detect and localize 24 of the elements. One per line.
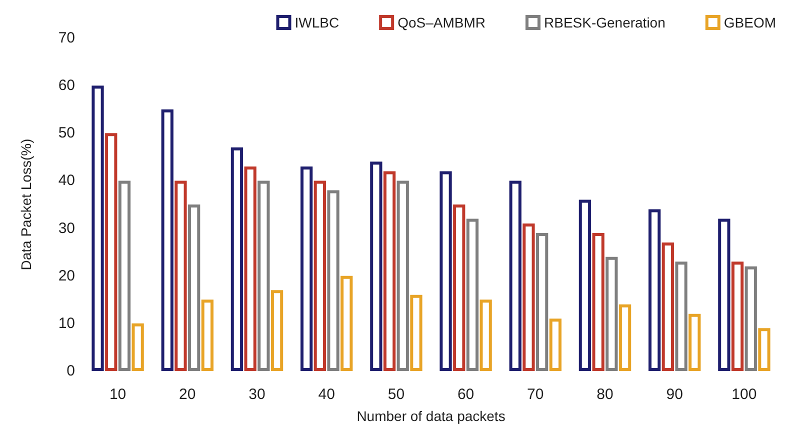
y-tick-label: 10 [58,314,75,332]
y-tick-label: 50 [58,124,75,142]
x-tick-label: 50 [388,386,405,403]
legend-label: RBESK-Generation [544,14,666,30]
x-tick-label: 80 [596,386,614,403]
x-tick-label: 60 [457,386,474,403]
legend-label: IWLBC [294,14,340,30]
x-axis-title: Number of data packets [356,408,506,424]
y-tick-label: 60 [58,77,75,94]
y-tick-label: 70 [58,30,75,46]
x-tick-label: 90 [666,386,683,403]
y-tick-label: 0 [66,362,75,380]
y-tick-label: 30 [58,220,75,237]
y-tick-label: 40 [58,172,75,190]
y-tick-label: 20 [58,267,75,284]
x-tick-label: 40 [318,386,335,403]
legend-label: GBEOM [724,14,776,30]
y-axis-title: Data Packet Loss(%) [18,138,34,270]
legend-label: QoS–AMBMR [398,14,486,30]
x-tick-label: 10 [109,386,126,403]
x-tick-label: 70 [527,386,544,403]
x-tick-label: 20 [179,386,196,403]
x-tick-label: 100 [732,386,757,403]
x-tick-label: 30 [248,386,266,403]
